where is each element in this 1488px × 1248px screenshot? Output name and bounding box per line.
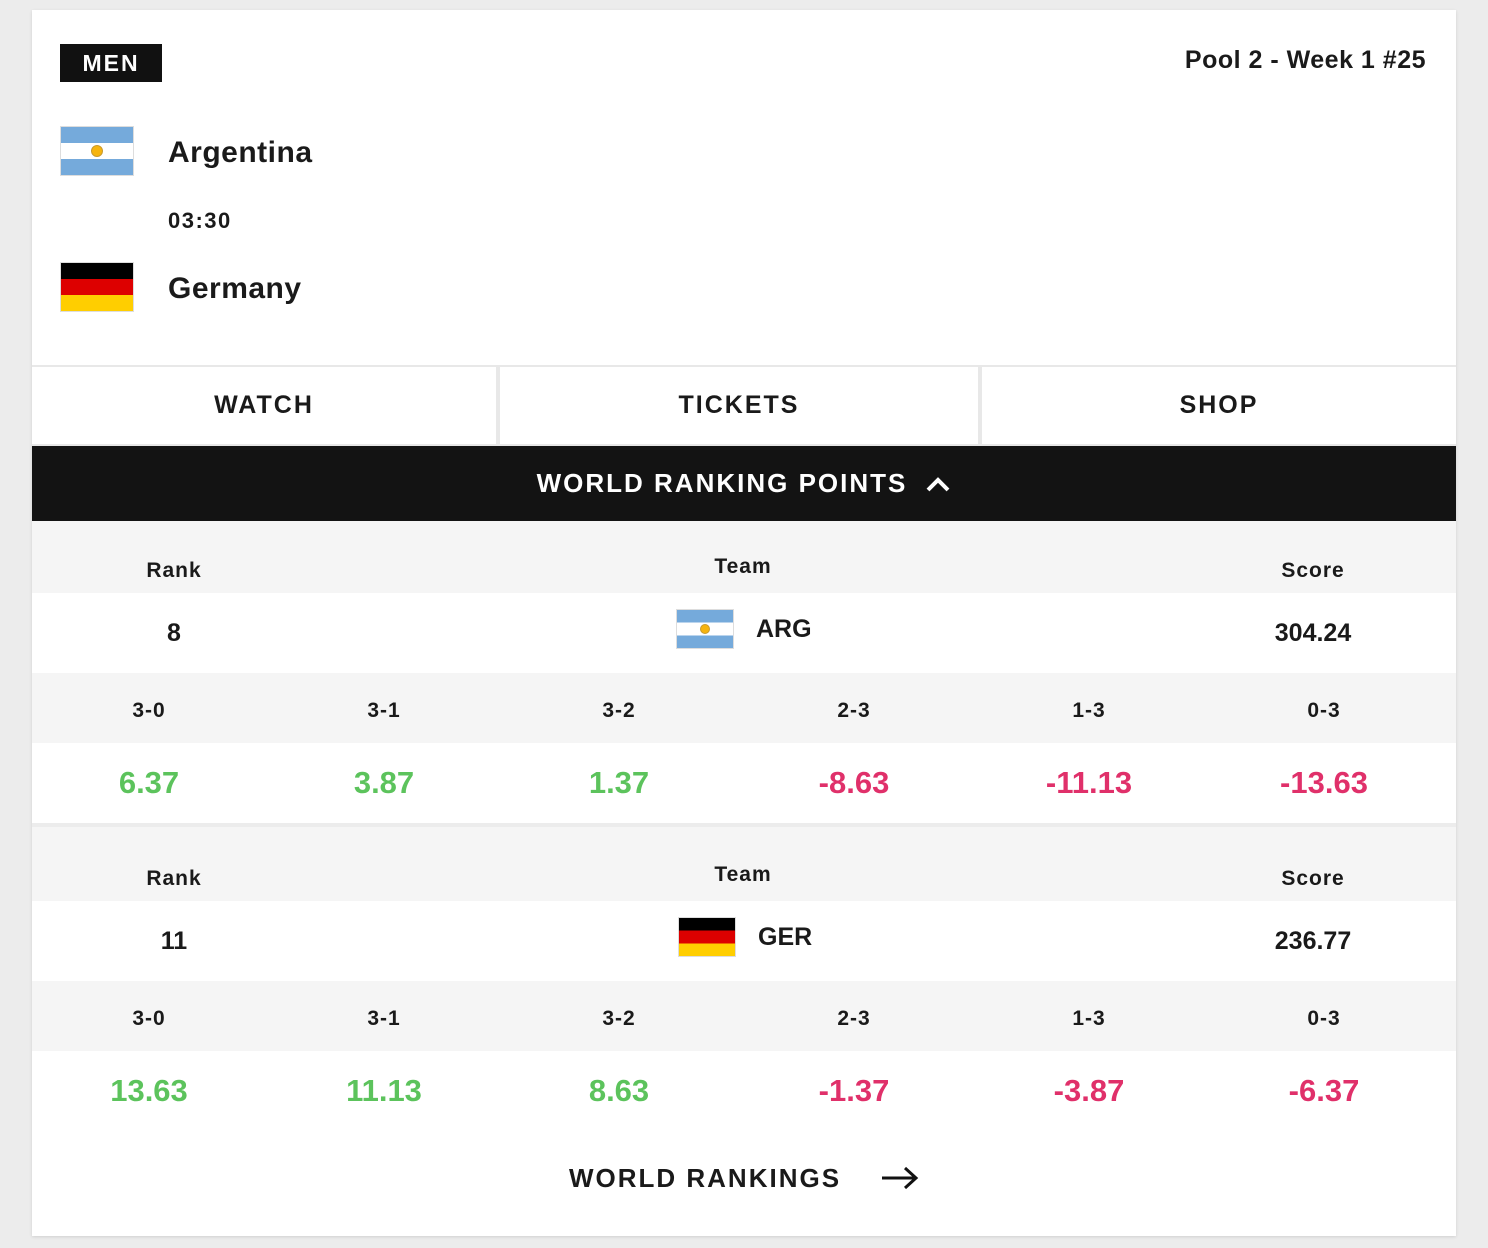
team-code: ARG [756, 614, 812, 643]
points-value: -6.37 [1288, 1073, 1360, 1108]
scenario-label: 3-1 [367, 1007, 401, 1030]
world-rankings-link[interactable]: WORLD RANKINGS [32, 1148, 1456, 1208]
world-rankings-label: WORLD RANKINGS [568, 1162, 842, 1193]
argentina-flag-icon [60, 126, 134, 176]
sun-of-may-icon [700, 624, 710, 634]
scenario-label: 3-0 [132, 1007, 166, 1030]
scenario-header-row: 3-0 3-1 3-2 2-3 1-3 0-3 [32, 673, 1456, 743]
shop-button[interactable]: SHOP [978, 367, 1456, 444]
world-ranking-points-title: WORLD RANKING POINTS [536, 468, 908, 498]
sun-of-may-icon [91, 145, 103, 157]
ranking-value-row: 8 ARG 304.24 [32, 593, 1456, 673]
team-cell: ARG [676, 609, 812, 649]
team-cell: GER [678, 917, 812, 957]
rank-column-label: Rank [146, 559, 202, 582]
pool-info: Pool 2 - Week 1 #25 [1184, 46, 1426, 74]
category-badge: MEN [60, 44, 162, 82]
scenario-label: 0-3 [1307, 699, 1341, 722]
team-score: 236.77 [1274, 927, 1352, 955]
team-rank: 11 [160, 927, 188, 955]
arrow-right-icon [882, 1166, 919, 1190]
action-bar: WATCH TICKETS SHOP [32, 365, 1456, 447]
scenario-label: 3-2 [602, 699, 636, 722]
points-row: 6.37 3.87 1.37 -8.63 -11.13 -13.63 [32, 743, 1456, 823]
germany-flag-icon [60, 262, 134, 312]
points-value: -1.37 [818, 1073, 890, 1108]
team-code: GER [758, 922, 813, 951]
score-column-label: Score [1281, 867, 1345, 890]
points-value: 8.63 [588, 1073, 650, 1108]
score-column-label: Score [1281, 559, 1345, 582]
points-row: 13.63 11.13 8.63 -1.37 -3.87 -6.37 [32, 1051, 1456, 1131]
germany-flag-icon [678, 917, 736, 957]
points-value: -13.63 [1280, 765, 1368, 800]
team-column-label: Team [714, 555, 772, 578]
away-team-name: Germany [168, 272, 302, 305]
scenario-header-row: 3-0 3-1 3-2 2-3 1-3 0-3 [32, 981, 1456, 1051]
team-column-label: Team [714, 863, 772, 886]
scenario-label: 1-3 [1072, 1007, 1106, 1030]
scenario-label: 3-1 [367, 699, 401, 722]
ranking-header-row: Rank Team Score [32, 521, 1456, 593]
block-divider [32, 823, 1456, 827]
scenario-label: 2-3 [837, 699, 871, 722]
home-team-name: Argentina [168, 136, 313, 169]
watch-button[interactable]: WATCH [214, 391, 314, 419]
points-value: 13.63 [110, 1073, 188, 1108]
ranking-header-row: Rank Team Score [32, 827, 1456, 901]
scenario-label: 2-3 [837, 1007, 871, 1030]
team-score: 304.24 [1274, 619, 1352, 647]
points-value: -3.87 [1053, 1073, 1125, 1108]
rank-column-label: Rank [146, 867, 202, 890]
scenario-label: 3-2 [602, 1007, 636, 1030]
scenario-label: 3-0 [132, 699, 166, 722]
argentina-flag-icon [676, 609, 734, 649]
scenario-label: 1-3 [1072, 699, 1106, 722]
match-time: 03:30 [168, 208, 232, 233]
points-value: 1.37 [588, 765, 650, 800]
points-value: -8.63 [818, 765, 890, 800]
scenario-label: 0-3 [1307, 1007, 1341, 1030]
points-value: 6.37 [118, 765, 180, 800]
points-value: -11.13 [1045, 765, 1133, 800]
points-value: 3.87 [353, 765, 415, 800]
ranking-value-row: 11 GER 236.77 [32, 901, 1456, 981]
team-rank: 8 [167, 619, 181, 647]
tickets-button[interactable]: TICKETS [496, 367, 978, 444]
match-card: MEN Pool 2 - Week 1 #25 Argentina 03:30 … [32, 10, 1456, 1236]
chevron-up-icon [926, 476, 950, 491]
points-value: 11.13 [346, 1073, 422, 1108]
world-ranking-points-toggle[interactable]: WORLD RANKING POINTS [32, 446, 1456, 521]
